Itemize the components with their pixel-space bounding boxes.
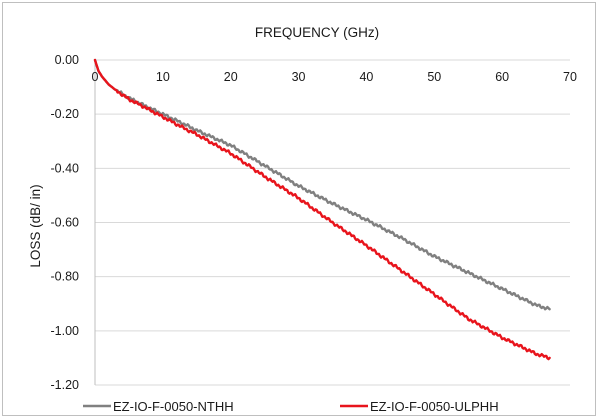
x-tick-label: 20	[224, 70, 238, 84]
y-tick-label: -0.20	[51, 107, 80, 121]
x-tick-label: 60	[495, 70, 509, 84]
x-axis-title: FREQUENCY (GHz)	[255, 25, 379, 40]
x-tick-label: 50	[427, 70, 441, 84]
series-line-2	[93, 58, 551, 361]
y-tick-label: -1.00	[51, 324, 80, 338]
y-tick-label: -0.40	[51, 161, 80, 175]
x-tick-label: 40	[359, 70, 373, 84]
series-line-1	[93, 58, 551, 311]
x-tick-label: 70	[563, 70, 577, 84]
series-lines	[93, 58, 551, 361]
legend-label-1: EZ-IO-F-0050-NTHH	[113, 399, 234, 414]
y-tick-label: -1.20	[51, 378, 80, 392]
x-tick-label: 10	[156, 70, 170, 84]
tick-labels: 0.00 -0.20 -0.40 -0.60 -0.80 -1.00 -1.20 0 10 20 3…	[51, 53, 577, 392]
legend: EZ-IO-F-0050-NTHH EZ-IO-F-0050-ULPHH	[83, 399, 499, 414]
x-tick-label: 0	[92, 70, 99, 84]
y-tick-label: -0.60	[51, 216, 80, 230]
y-tick-label: -0.80	[51, 270, 80, 284]
legend-label-2: EZ-IO-F-0050-ULPHH	[370, 399, 499, 414]
y-axis-title: LOSS (dB/ in)	[28, 184, 43, 267]
x-tick-label: 30	[292, 70, 306, 84]
y-tick-label: 0.00	[55, 53, 79, 67]
